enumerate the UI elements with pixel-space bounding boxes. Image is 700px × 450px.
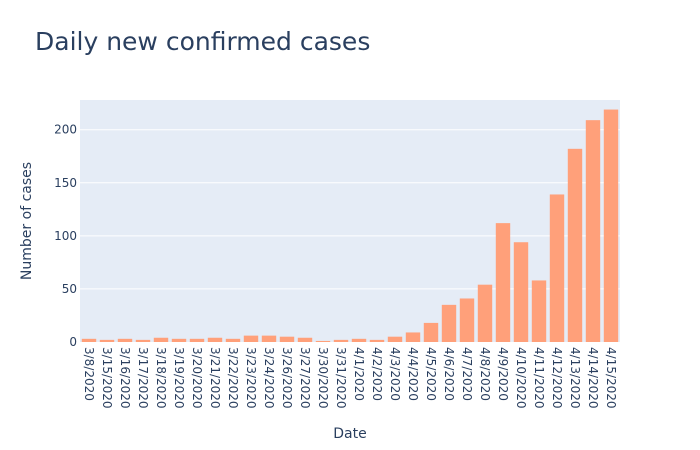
bar xyxy=(81,338,97,342)
bar xyxy=(351,338,367,342)
bar xyxy=(207,337,223,342)
x-tick-label: 4/14/2020 xyxy=(586,347,600,409)
chart-title: Daily new confirmed cases xyxy=(35,27,370,56)
x-tick-label: 3/17/2020 xyxy=(136,347,150,409)
x-tick-label: 4/15/2020 xyxy=(604,347,618,409)
x-tick-label: 4/10/2020 xyxy=(514,347,528,409)
x-tick-label: 3/22/2020 xyxy=(226,347,240,409)
x-tick-label: 3/21/2020 xyxy=(208,347,222,409)
x-tick-label: 4/8/2020 xyxy=(478,347,492,401)
bar xyxy=(261,335,277,342)
x-tick-label: 3/27/2020 xyxy=(298,347,312,409)
x-tick-label: 4/6/2020 xyxy=(442,347,456,401)
bar xyxy=(171,338,187,342)
bar xyxy=(459,298,475,342)
x-tick-label: 3/8/2020 xyxy=(82,347,96,401)
x-tick-label: 3/20/2020 xyxy=(190,347,204,409)
bar xyxy=(585,120,601,343)
bar xyxy=(405,332,421,342)
x-tick-label: 4/3/2020 xyxy=(388,347,402,401)
y-tick-label: 50 xyxy=(62,282,77,296)
x-tick-label: 3/24/2020 xyxy=(262,347,276,409)
x-tick-label: 3/31/2020 xyxy=(334,347,348,409)
bar xyxy=(531,280,547,342)
x-tick-label: 4/2/2020 xyxy=(370,347,384,401)
x-tick-label: 4/12/2020 xyxy=(550,347,564,409)
x-axis-title: Date xyxy=(333,426,366,442)
x-axis-ticks: 3/8/2020 3/15/2020 3/16/2020 3/17/2020 3/18/… xyxy=(82,347,618,409)
bar xyxy=(387,336,403,342)
bar xyxy=(477,284,493,342)
x-tick-label: 3/15/2020 xyxy=(100,347,114,409)
x-tick-label: 3/26/2020 xyxy=(280,347,294,409)
bar xyxy=(441,304,457,342)
bar xyxy=(135,339,151,342)
x-tick-label: 4/1/2020 xyxy=(352,347,366,401)
x-tick-label: 4/4/2020 xyxy=(406,347,420,401)
y-tick-label: 100 xyxy=(54,229,77,243)
gridlines xyxy=(80,129,620,290)
bar xyxy=(549,194,565,342)
bars xyxy=(81,109,619,343)
bar xyxy=(117,338,133,342)
y-tick-label: 200 xyxy=(54,123,77,137)
bar xyxy=(189,338,205,342)
bar xyxy=(333,339,349,342)
y-axis-ticks: 0 50 100 150 200 xyxy=(54,123,77,349)
bar xyxy=(315,340,331,342)
bar xyxy=(297,337,313,342)
bar xyxy=(567,148,583,342)
bar xyxy=(423,322,439,342)
x-tick-label: 4/5/2020 xyxy=(424,347,438,401)
y-tick-label: 150 xyxy=(54,176,77,190)
x-tick-label: 4/11/2020 xyxy=(532,347,546,409)
bar xyxy=(279,336,295,342)
x-tick-label: 3/18/2020 xyxy=(154,347,168,409)
plot-area xyxy=(80,100,620,342)
bar xyxy=(243,335,259,342)
x-tick-label: 3/30/2020 xyxy=(316,347,330,409)
x-tick-label: 3/16/2020 xyxy=(118,347,132,409)
y-axis-title: Number of cases xyxy=(19,162,35,280)
bar xyxy=(99,339,115,342)
x-tick-label: 3/23/2020 xyxy=(244,347,258,409)
x-tick-label: 4/9/2020 xyxy=(496,347,510,401)
x-tick-label: 3/19/2020 xyxy=(172,347,186,409)
bar xyxy=(153,337,169,342)
bar xyxy=(495,223,511,342)
bar xyxy=(603,109,619,342)
y-tick-label: 0 xyxy=(69,335,77,349)
bar xyxy=(225,338,241,342)
bar xyxy=(369,339,385,342)
x-tick-label: 4/13/2020 xyxy=(568,347,582,409)
x-tick-label: 4/7/2020 xyxy=(460,347,474,401)
bar xyxy=(513,242,529,342)
